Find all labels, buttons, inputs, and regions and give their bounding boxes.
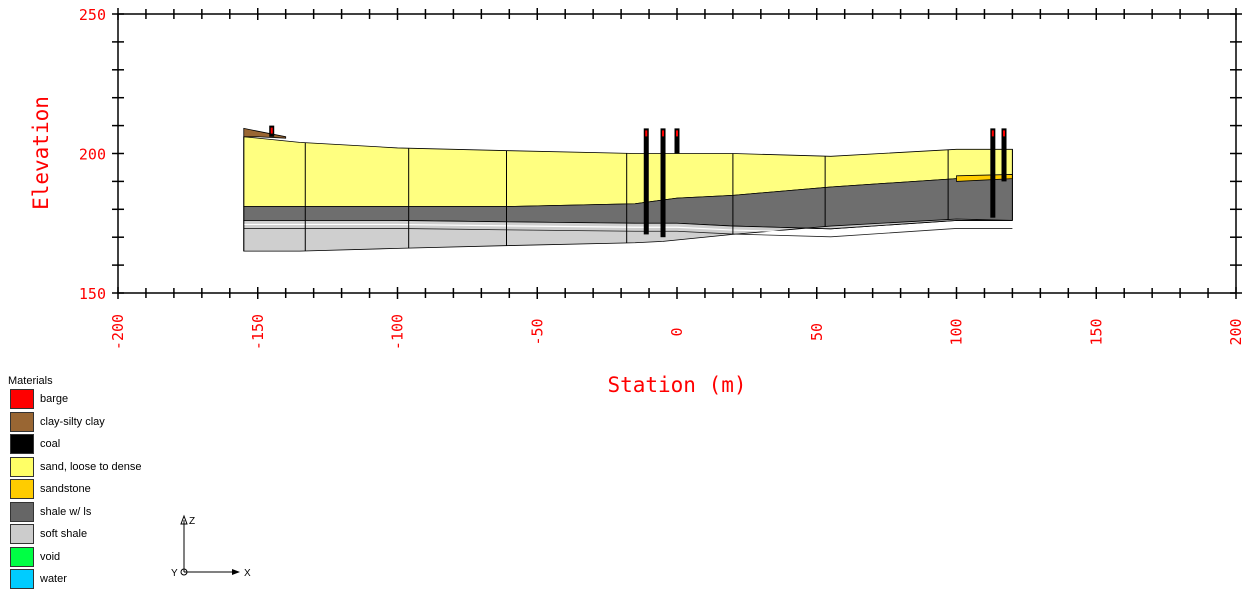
legend-swatch (10, 524, 34, 545)
legend-item: water (10, 568, 142, 591)
borehole-marker (645, 130, 648, 137)
x-tick-label: -150 (249, 314, 267, 350)
legend-item: shale w/ ls (10, 501, 142, 524)
x-tick-label: 200 (1227, 318, 1245, 345)
legend-label: shale w/ ls (40, 505, 92, 518)
y-axis-label: Elevation (29, 96, 53, 210)
layer-soft-shale (243, 218, 1013, 252)
contact-line (243, 223, 1013, 234)
legend-label: barge (40, 393, 69, 406)
x-tick-label: 100 (948, 318, 966, 345)
x-axis-label: Station (m) (607, 373, 746, 397)
legend-item: void (10, 546, 142, 569)
x-tick-label: 150 (1087, 318, 1105, 345)
borehole (1001, 128, 1007, 182)
legend-item: coal (10, 433, 142, 456)
legend-label: sandstone (40, 483, 91, 496)
borehole (674, 128, 680, 154)
borehole (660, 128, 666, 238)
x-tick-label: -100 (389, 314, 407, 350)
material-layers (243, 127, 1013, 252)
legend-item: soft shale (10, 523, 142, 546)
legend-items: barge clay-silty clay coal sand, loose to d… (10, 388, 142, 591)
legend-item: sand, loose to dense (10, 456, 142, 479)
borehole-marker (270, 127, 273, 134)
x-tick-label: 50 (808, 323, 826, 341)
borehole (990, 128, 996, 218)
materials-legend: Materials barge clay-silty clay coal sand, … (8, 374, 142, 591)
axis-triad-icon: Z Y X (171, 514, 251, 579)
tick-labels: -200 -150 -100 -50 0 50 100 150 200 150 200 250 (79, 6, 1245, 350)
x-axis-triad-label: X (244, 568, 251, 579)
legend-swatch (10, 569, 34, 590)
y-tick-label: 250 (79, 6, 106, 24)
legend-item: barge (10, 388, 142, 411)
section-lines (243, 136, 1013, 252)
z-axis-label: Z (189, 516, 195, 527)
legend-item: sandstone (10, 478, 142, 501)
borehole-marker (676, 130, 678, 137)
x-tick-label: -50 (528, 318, 546, 345)
legend-swatch (10, 389, 34, 410)
borehole-marker (662, 130, 665, 137)
legend-swatch (10, 546, 34, 567)
boreholes (269, 125, 1007, 238)
legend-swatch (10, 434, 34, 455)
legend-swatch (10, 411, 34, 432)
legend-label: sand, loose to dense (40, 460, 142, 473)
legend-swatch (10, 479, 34, 500)
axis-ticks (112, 8, 1242, 299)
layer-clay-silty-clay (243, 127, 287, 139)
legend-label: soft shale (40, 528, 88, 541)
legend-item: clay-silty clay (10, 411, 142, 434)
legend-label: coal (40, 438, 61, 451)
y-tick-label: 150 (79, 285, 106, 303)
y-tick-label: 200 (79, 146, 106, 164)
legend-swatch (10, 501, 34, 522)
legend-swatch (10, 456, 34, 477)
contact-line (243, 228, 1013, 238)
x-tick-label: 0 (668, 327, 686, 336)
legend-title: Materials (8, 375, 53, 387)
legend-label: water (40, 573, 67, 586)
legend-label: void (40, 550, 61, 563)
borehole (643, 128, 649, 235)
legend-label: clay-silty clay (40, 415, 105, 428)
x-tick-label: -200 (109, 314, 127, 350)
y-axis-triad-label: Y (171, 568, 178, 579)
borehole-marker (991, 130, 994, 137)
borehole-marker (1003, 130, 1006, 137)
